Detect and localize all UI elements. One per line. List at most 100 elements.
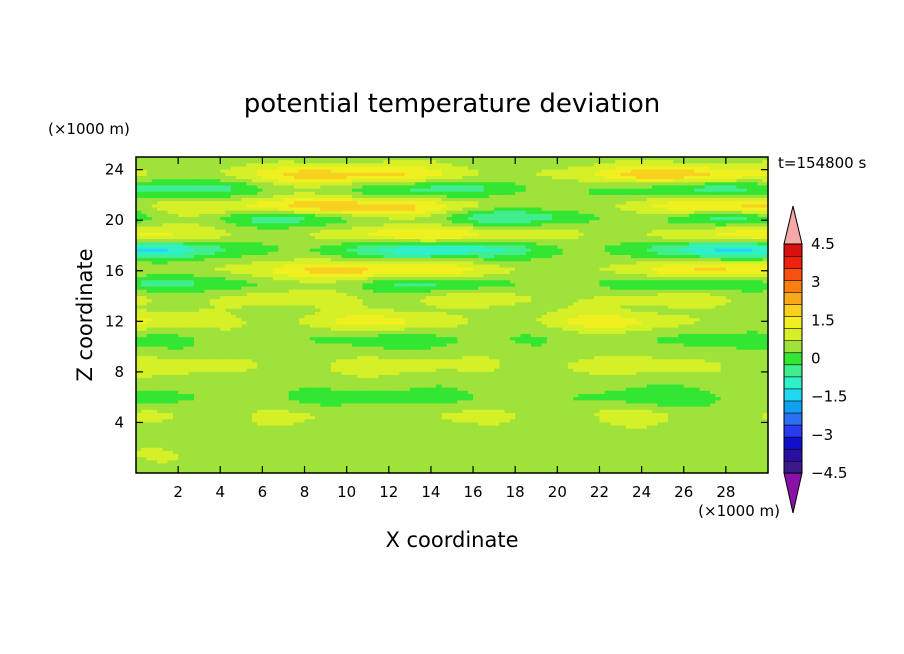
field-cell — [762, 172, 769, 177]
field-cell — [225, 254, 232, 259]
field-cell — [720, 217, 727, 221]
field-cell — [746, 245, 753, 250]
field-cell — [515, 277, 522, 281]
field-cell — [183, 226, 190, 231]
field-cell — [188, 204, 195, 209]
field-cell — [225, 270, 232, 275]
field-cell — [725, 179, 732, 183]
field-cell — [552, 277, 558, 281]
field-cell — [673, 198, 680, 202]
field-cell — [346, 188, 353, 193]
field-cell — [746, 254, 753, 259]
field-cell — [151, 201, 158, 205]
field-cell — [746, 277, 753, 281]
field-cell — [520, 191, 527, 196]
field-cell — [741, 277, 748, 281]
field-cell — [762, 258, 769, 262]
field-cell — [215, 179, 221, 183]
field-cell — [599, 210, 606, 215]
field-cell — [141, 179, 148, 183]
field-cell — [594, 160, 601, 164]
field-cell — [330, 175, 337, 180]
field-cell — [573, 172, 579, 177]
field-cell — [541, 261, 548, 266]
field-cell — [294, 207, 300, 212]
field-cell — [378, 220, 385, 224]
field-cell — [536, 236, 543, 240]
field-cell — [452, 207, 458, 212]
field-cell — [694, 226, 701, 231]
field-cell — [657, 201, 664, 205]
field-cell — [673, 210, 680, 215]
field-cell — [257, 239, 263, 243]
field-cell — [209, 242, 216, 247]
field-cell — [536, 254, 543, 259]
field-cell — [562, 270, 569, 275]
field-cell — [367, 198, 374, 202]
field-cell — [320, 267, 327, 272]
field-cell — [473, 185, 479, 190]
field-cell — [457, 169, 464, 174]
field-cell — [288, 242, 295, 247]
field-cell — [478, 213, 485, 218]
field-cell — [604, 175, 611, 180]
field-cell — [762, 169, 769, 174]
field-cell — [162, 185, 169, 190]
field-cell — [346, 185, 353, 190]
field-cell — [399, 258, 406, 262]
field-cell — [509, 270, 516, 275]
field-cell — [541, 157, 548, 161]
field-cell — [304, 264, 311, 269]
field-cell — [299, 223, 306, 228]
field-cell — [678, 248, 685, 253]
field-cell — [162, 239, 169, 243]
field-cell — [710, 188, 716, 193]
field-cell — [694, 160, 701, 164]
field-cell — [178, 172, 184, 177]
field-cell — [620, 273, 627, 278]
field-cell — [541, 220, 548, 224]
field-cell — [478, 179, 485, 183]
field-cell — [436, 280, 443, 284]
field-cell — [167, 166, 174, 171]
field-cell — [325, 172, 332, 177]
field-cell — [657, 264, 664, 269]
field-cell — [146, 172, 153, 177]
field-cell — [430, 217, 437, 221]
field-cell — [457, 182, 464, 187]
field-cell — [562, 182, 569, 187]
field-cell — [394, 194, 400, 199]
field-cell — [257, 229, 263, 234]
field-cell — [583, 283, 590, 288]
field-cell — [610, 270, 616, 275]
field-cell — [378, 185, 385, 190]
field-cell — [172, 213, 179, 218]
field-cell — [615, 169, 622, 174]
field-cell — [488, 182, 495, 187]
field-cell — [315, 258, 321, 262]
field-cell — [141, 283, 148, 288]
field-cell — [541, 236, 548, 240]
field-cell — [594, 169, 601, 174]
field-cell — [752, 239, 759, 243]
field-cell — [336, 258, 342, 262]
field-cell — [662, 251, 669, 256]
field-cell — [699, 166, 706, 171]
field-cell — [262, 226, 269, 231]
field-cell — [441, 277, 448, 281]
field-cell — [141, 251, 148, 256]
field-cell — [320, 191, 327, 196]
field-cell — [215, 169, 221, 174]
field-cell — [136, 232, 142, 237]
x-axis-unit: (×1000 m) — [698, 502, 780, 520]
field-cell — [457, 201, 464, 205]
field-cell — [325, 182, 332, 187]
field-cell — [136, 226, 142, 231]
field-cell — [746, 182, 753, 187]
field-cell — [752, 264, 759, 269]
field-cell — [383, 270, 390, 275]
field-cell — [272, 201, 279, 205]
field-cell — [710, 204, 716, 209]
field-cell — [667, 220, 674, 224]
field-cell — [325, 213, 332, 218]
